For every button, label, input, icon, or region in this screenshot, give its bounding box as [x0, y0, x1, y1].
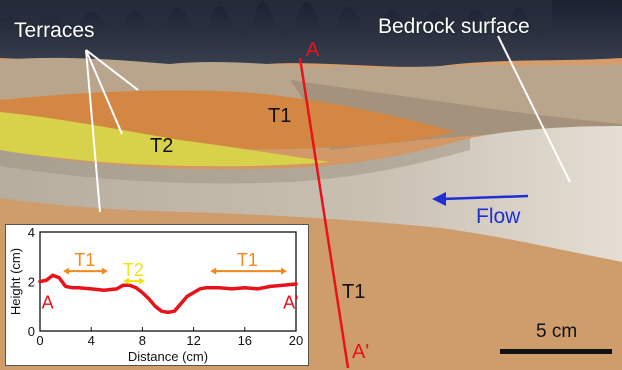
arrow-head-right — [281, 267, 288, 275]
cross-section-inset: 0 4 8 12 16 20 0 2 4 Distance (cm) Height (cm) A A' T… — [5, 224, 309, 366]
y-axis-label: Height (cm) — [8, 248, 23, 315]
leader-lines — [85, 35, 571, 213]
endpoint-annotation: A' — [283, 293, 298, 313]
y-tick-label: 4 — [28, 225, 35, 240]
plot-frame — [39, 231, 297, 332]
terrace-t2 — [0, 112, 330, 167]
profile-line — [298, 57, 350, 369]
endpoint-annotation: A — [42, 293, 54, 313]
rubble-texture — [0, 0, 552, 41]
point-a-label: A — [306, 39, 320, 61]
t2-label: T2 — [150, 135, 174, 157]
t1-lower-label: T1 — [342, 281, 366, 303]
flow-label: Flow — [476, 205, 521, 228]
bedrock-surface-label: Bedrock surface — [378, 15, 530, 38]
y-tick-label: 0 — [28, 324, 35, 339]
terrace-annotation: T1 — [74, 250, 95, 270]
x-tick-label: 8 — [139, 333, 146, 348]
x-tick-label: 4 — [88, 333, 95, 348]
arrow-head-left — [123, 277, 130, 285]
profile-series-line — [38, 273, 298, 315]
arrow-head-left — [63, 267, 70, 275]
t1-upper-label: T1 — [268, 105, 292, 127]
x-tick-label: 0 — [36, 333, 43, 348]
flow-arrow — [432, 192, 529, 206]
cross-section-chart: 0 4 8 12 16 20 0 2 4 Distance (cm) Height (cm) A A' T… — [8, 225, 303, 364]
x-tick-label: 16 — [238, 333, 252, 348]
arrow-head-right — [101, 267, 108, 275]
x-tick-label: 20 — [289, 333, 303, 348]
scale-bar-label: 5 cm — [536, 321, 578, 342]
terraces-label: Terraces — [14, 19, 95, 42]
arrow-head-right — [138, 277, 145, 285]
bedrock-channel — [0, 126, 622, 262]
channel-shadow — [0, 138, 470, 184]
point-a-prime-label: A' — [352, 341, 370, 363]
scale-bar — [500, 349, 612, 354]
x-axis-label: Distance (cm) — [128, 349, 208, 364]
terrace-annotation: T2 — [123, 260, 144, 280]
y-tick-label: 2 — [28, 275, 35, 290]
arrow-head-left — [210, 267, 217, 275]
x-tick-label: 12 — [186, 333, 200, 348]
terrace-annotation: T1 — [237, 250, 258, 270]
